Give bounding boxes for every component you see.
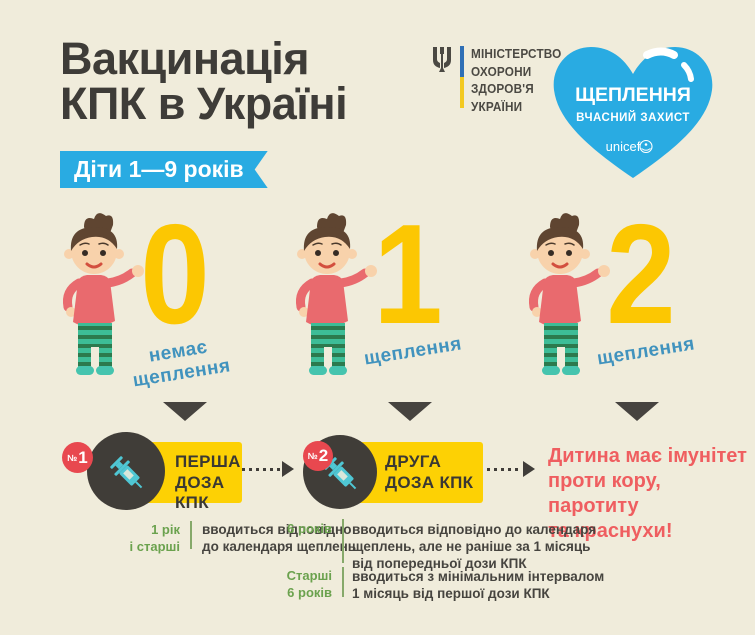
footnote-divider <box>190 521 192 549</box>
footnote-age: Старші 6 років <box>286 568 332 600</box>
numero-sign: № <box>67 452 78 463</box>
dotted-connector <box>242 468 280 471</box>
page-title: Вакцинація КПК в Україні <box>60 33 348 129</box>
column-one-dose: 1 щеплення <box>283 204 518 413</box>
down-arrow-icon <box>388 402 432 421</box>
unicef-wordmark: unicef <box>606 139 641 154</box>
second-dose-label: ДРУГА ДОЗА КПК <box>385 452 474 492</box>
footnote-divider <box>342 519 344 563</box>
first-dose-label: ПЕРША ДОЗА КПК <box>175 452 241 512</box>
heart-title: ЩЕПЛЕННЯ <box>575 84 691 106</box>
age-ribbon: Діти 1—9 років <box>60 151 268 188</box>
right-arrow-icon <box>523 461 535 477</box>
footnote-text: вводиться відповідно до календаря щеплен… <box>352 522 597 571</box>
trident-icon <box>433 47 451 72</box>
footnote-text: вводиться з мінімальним інтервалом 1 міс… <box>352 569 605 601</box>
numero-sign: № <box>307 451 318 461</box>
heart-icon: ЩЕПЛЕННЯ ВЧАСНИЙ ЗАХИСТ unicef <box>553 47 713 178</box>
heart-highlight <box>681 62 694 82</box>
flag-bar <box>460 46 464 108</box>
footnote-text: вводиться відповідно до календаря щеплен… <box>202 522 357 554</box>
heart-subtitle: ВЧАСНИЙ ЗАХИСТ <box>576 111 690 124</box>
footnote-age: 6 років <box>287 521 332 536</box>
badge-number: 1 <box>78 447 88 467</box>
heart-highlight <box>643 47 678 59</box>
dose-count-number: 0 <box>140 195 210 354</box>
down-arrow-icon <box>163 402 207 421</box>
badge-number: 2 <box>318 446 329 465</box>
dotted-connector <box>487 468 521 471</box>
column-two-doses: 2 щеплення <box>516 204 751 413</box>
heart-emblem: ЩЕПЛЕННЯ ВЧАСНИЙ ЗАХИСТ unicef <box>549 38 717 189</box>
syringe-icon <box>108 454 149 495</box>
first-dose-circle <box>87 432 165 510</box>
footnote-divider <box>342 567 344 597</box>
right-arrow-icon <box>282 461 294 477</box>
ministry-logo: МІНІСТЕРСТВО ОХОРОНИ ЗДОРОВ'Я УКРАЇНИ <box>431 46 567 116</box>
column-zero-doses: 0 немає щеплення <box>50 204 285 413</box>
dose-count-number: 2 <box>606 195 676 354</box>
footnote-age: 1 рік і старші <box>129 522 180 554</box>
unicef-emblem-icon <box>639 139 653 154</box>
dose-number-badge: № 1 <box>62 442 93 473</box>
ministry-name: МІНІСТЕРСТВО ОХОРОНИ ЗДОРОВ'Я УКРАЇНИ <box>471 47 562 114</box>
dose-number-badge: № 2 <box>303 441 333 471</box>
down-arrow-icon <box>615 402 659 421</box>
immunity-result-text: Дитина має імунітет проти кору, паротиту… <box>548 445 747 542</box>
dose-count-number: 1 <box>373 195 443 354</box>
